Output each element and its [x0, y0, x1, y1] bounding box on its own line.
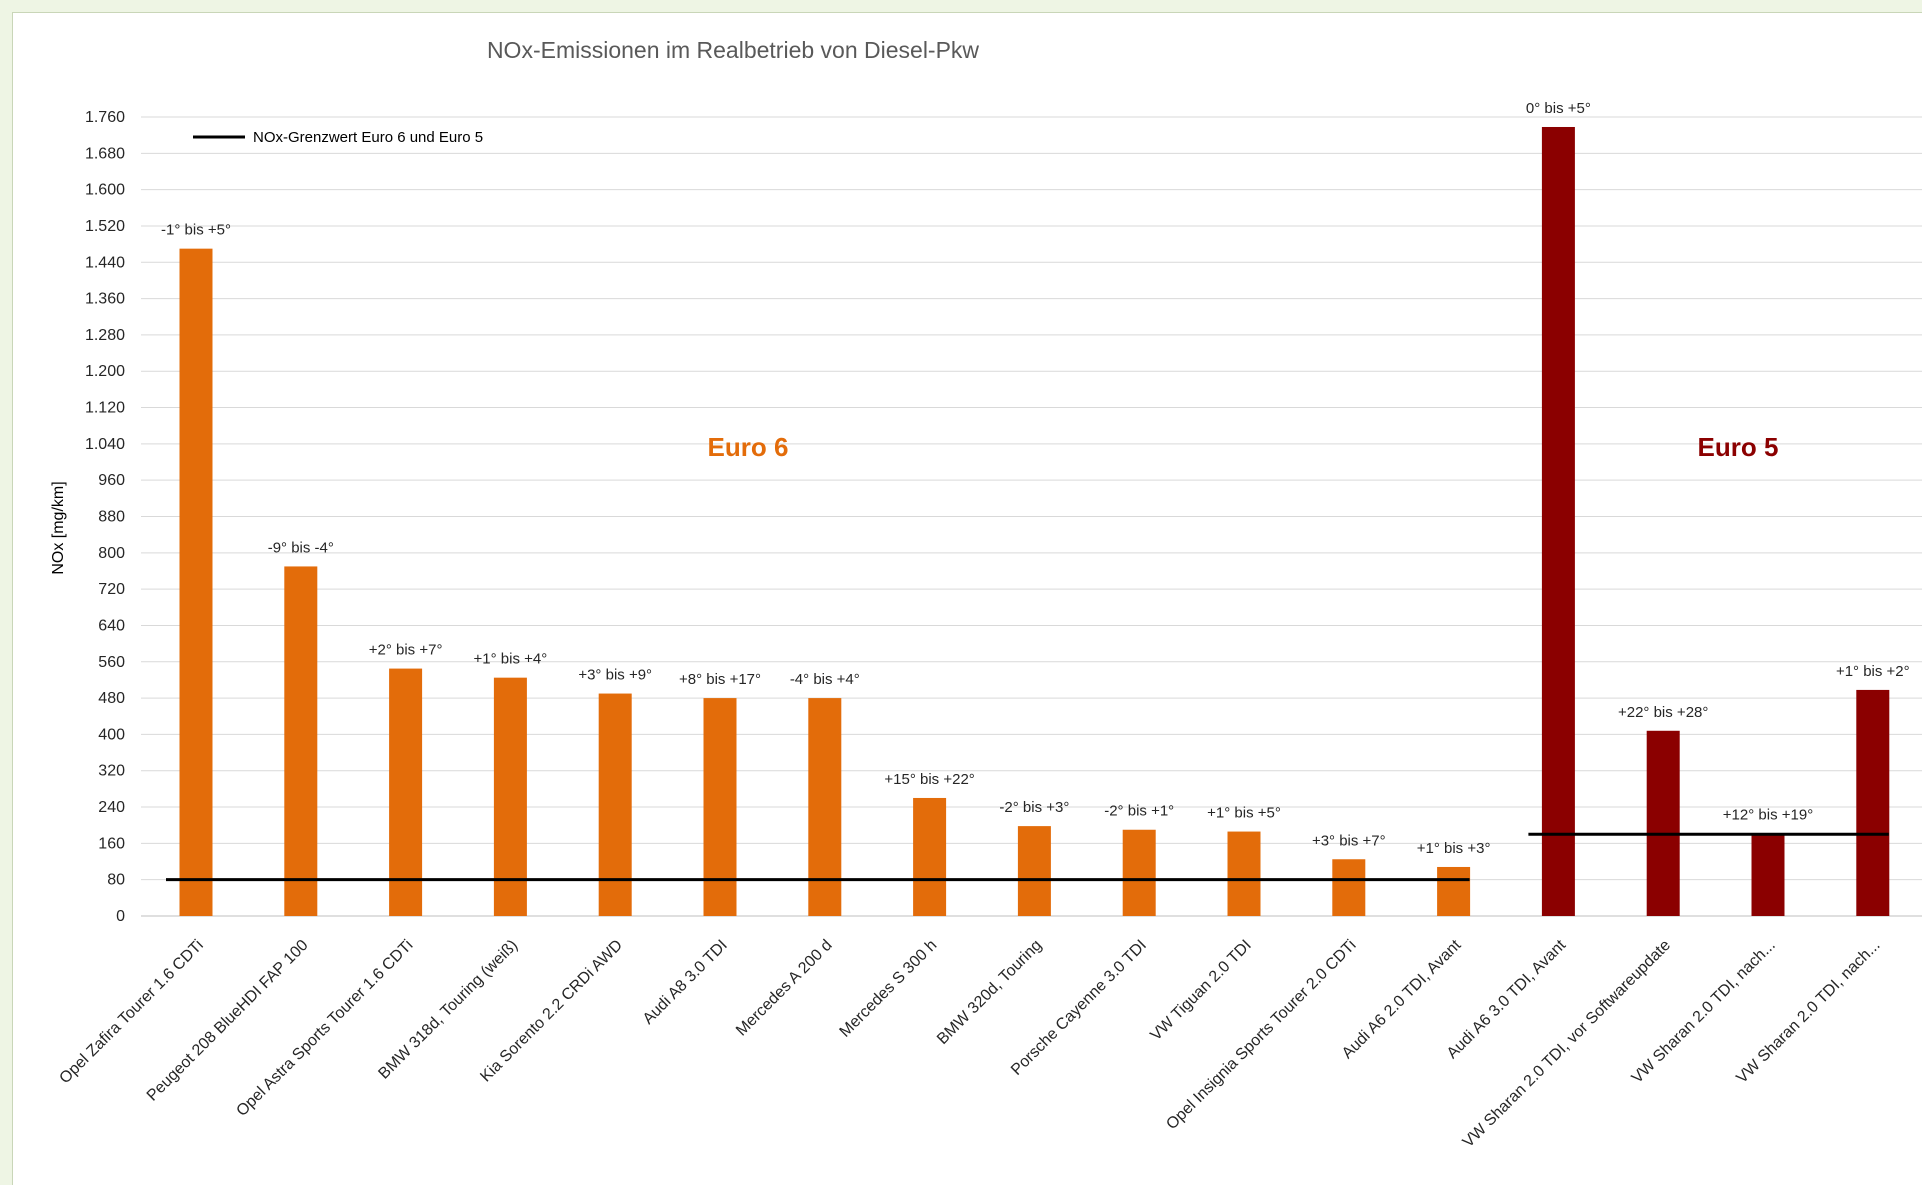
bar	[179, 248, 213, 916]
data-label: +3° bis +9°	[578, 667, 652, 684]
legend-entry: NOx-Grenzwert Euro 6 und Euro 5	[253, 129, 483, 146]
y-tick-label: 800	[98, 545, 125, 562]
data-label: -2° bis +3°	[999, 799, 1069, 816]
y-axis-ticks: 0 80 160 240 320 400 480 560 640 720 800 880 960 1.04…	[85, 109, 125, 925]
group-label-euro6: Euro 6	[708, 432, 789, 462]
chart-frame: 0 80 160 240 320 400 480 560 640 720 800 880 960 1.04…	[12, 12, 1922, 1185]
data-label: -4° bis +4°	[790, 671, 860, 688]
legend: NOx-Grenzwert Euro 6 und Euro 5	[193, 129, 483, 146]
data-label: +1° bis +4°	[474, 651, 548, 668]
y-tick-label: 1.280	[85, 327, 125, 344]
nox-bar-chart: 0 80 160 240 320 400 480 560 640 720 800 880 960 1.04…	[50, 37, 1922, 1151]
y-tick-label: 960	[98, 472, 125, 489]
bar	[913, 797, 947, 916]
group-label-euro5: Euro 5	[1698, 432, 1779, 462]
y-tick-label: 640	[98, 617, 125, 634]
y-tick-label: 320	[98, 763, 125, 780]
data-label: +8° bis +17°	[679, 671, 761, 688]
x-tick-label: Mercedes A 200 d	[733, 937, 836, 1040]
x-tick-label: BMW 320d, Touring	[934, 937, 1045, 1048]
y-tick-label: 1.440	[85, 254, 125, 271]
bar	[1541, 126, 1575, 917]
x-tick-label: Audi A8 3.0 TDI	[640, 937, 731, 1028]
y-tick-label: 1.680	[85, 145, 125, 162]
x-tick-label: Audi A6 3.0 TDI, Avant	[1444, 936, 1570, 1062]
y-tick-label: 480	[98, 690, 125, 707]
y-tick-label: 1.360	[85, 291, 125, 308]
chart-title: NOx-Emissionen im Realbetrieb von Diesel…	[487, 37, 979, 63]
data-label: +2° bis +7°	[369, 642, 443, 659]
bar	[1017, 826, 1051, 916]
bar	[808, 698, 842, 916]
y-tick-label: 160	[98, 835, 125, 852]
gridlines	[141, 116, 1922, 881]
bar	[1646, 730, 1680, 916]
y-tick-label: 1.520	[85, 218, 125, 235]
x-tick-label: Audi A6 2.0 TDI, Avant	[1339, 936, 1465, 1062]
y-tick-label: 1.600	[85, 182, 125, 199]
x-tick-label: VW Sharan 2.0 TDI, vor Softwareupdate	[1460, 937, 1674, 1151]
y-tick-label: 80	[107, 872, 125, 889]
data-label: 0° bis +5°	[1526, 100, 1591, 117]
bar	[284, 566, 318, 916]
data-label: +1° bis +5°	[1207, 805, 1281, 822]
x-tick-label: VW Tiguan 2.0 TDI	[1147, 937, 1254, 1044]
data-label: +1° bis +3°	[1417, 840, 1491, 857]
limit-lines	[166, 832, 1889, 882]
y-tick-label: 1.760	[85, 109, 125, 126]
bar	[1332, 859, 1366, 916]
bars	[179, 126, 1890, 917]
y-tick-label: 560	[98, 654, 125, 671]
data-labels: -1° bis +5° -9° bis -4° +2° bis +7° +1° bis…	[161, 100, 1910, 857]
group-labels: Euro 6 Euro 5	[708, 432, 1779, 462]
y-tick-label: 240	[98, 799, 125, 816]
data-label: +1° bis +2°	[1836, 663, 1910, 680]
y-tick-label: 0	[116, 908, 125, 925]
bar	[598, 693, 632, 916]
bar	[1437, 866, 1471, 916]
bar	[1751, 833, 1785, 916]
y-tick-label: 1.200	[85, 363, 125, 380]
x-tick-label: Opel Insignia Sports Tourer 2.0 CDTi	[1163, 937, 1359, 1133]
x-tick-label: Mercedes S 300 h	[837, 937, 941, 1041]
y-tick-label: 720	[98, 581, 125, 598]
y-tick-label: 400	[98, 726, 125, 743]
data-label: -2° bis +1°	[1104, 803, 1174, 820]
data-label: -9° bis -4°	[268, 539, 334, 556]
y-axis-label: NOx [mg/km]	[50, 481, 67, 574]
bar	[703, 698, 737, 916]
x-tick-label: Opel Astra Sports Tourer 1.6 CDTi	[233, 937, 416, 1120]
bar	[493, 677, 527, 916]
y-tick-label: 1.120	[85, 400, 125, 417]
bar	[1122, 829, 1156, 916]
data-label: +3° bis +7°	[1312, 832, 1386, 849]
data-label: +22° bis +28°	[1618, 704, 1708, 721]
data-label: +15° bis +22°	[884, 771, 974, 788]
bar	[389, 668, 423, 916]
bar	[1227, 831, 1261, 916]
y-tick-label: 1.040	[85, 436, 125, 453]
data-label: -1° bis +5°	[161, 222, 231, 239]
bar	[1856, 689, 1890, 916]
y-tick-label: 880	[98, 509, 125, 526]
data-label: +12° bis +19°	[1723, 806, 1813, 823]
